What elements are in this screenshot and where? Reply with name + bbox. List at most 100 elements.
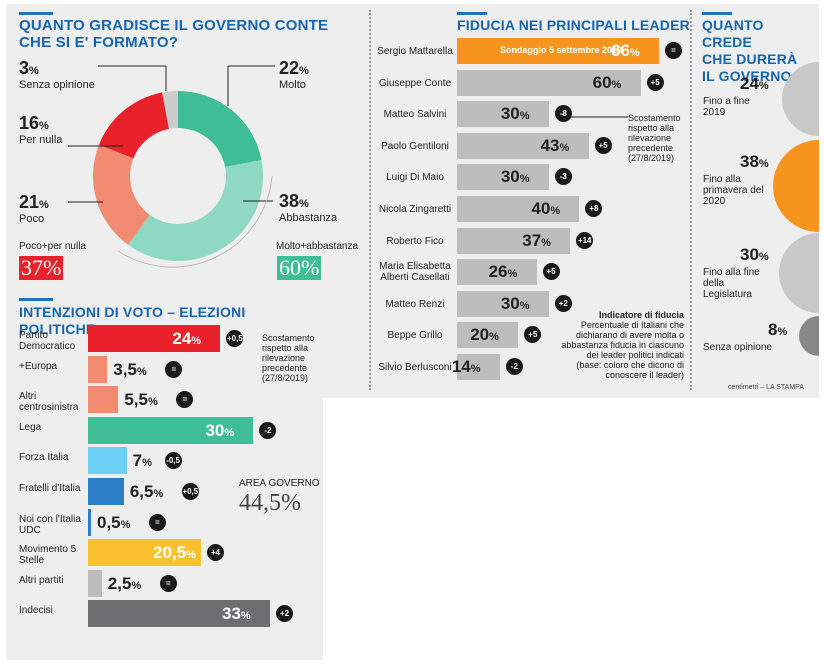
value-percent-sign: % [519, 173, 530, 186]
leader-label-8: Matteo Renzi [385, 298, 445, 310]
approval-poco-pct-sign: % [39, 199, 49, 211]
leader-label-1: Giuseppe Conte [378, 77, 452, 89]
leader-label-10: Silvio Berlusconi [378, 362, 452, 373]
vote-value-1: 3,5% [113, 355, 146, 387]
vote-change-4: -0,5 [164, 452, 182, 470]
value-percent-sign: % [507, 268, 518, 281]
approval-title-line1: QUANTO GRADISCE IL GOVERNO CONTE [19, 17, 329, 34]
leader-value-4: 30% [501, 162, 530, 194]
vote-value-2: 5,5% [124, 385, 157, 417]
duration-label-2: Fino alla fine della Legislatura [703, 267, 760, 300]
vote-bar-1 [88, 355, 108, 383]
leader-value-1: 60% [593, 68, 622, 100]
duration-pct-1: 38% [740, 152, 769, 172]
value-number: 24 [740, 74, 759, 93]
leader-change-2: -8 [554, 105, 572, 123]
leader-change-3: +5 [594, 136, 612, 154]
value-number: 38 [740, 152, 759, 171]
leader-value-10: 14% [452, 352, 481, 384]
value-percent-sign: % [240, 610, 251, 623]
leader-label-3: Paolo Gentiloni [381, 140, 449, 152]
approval-abbastanza-value: 38 [279, 191, 300, 211]
value-number: 7 [132, 451, 143, 471]
vote-value-3: 30% [205, 416, 234, 448]
duration-label-3: Senza opinione [703, 342, 772, 353]
leader-label-4: Luigi Di Maio [386, 172, 444, 184]
approval-neg-label: Poco+per nulla [19, 241, 86, 252]
vote-bar-8 [88, 569, 102, 597]
vote-label-4: Forza Italia [19, 452, 69, 464]
duration-pct-2: 30% [740, 245, 769, 265]
value-number: 0,5 [97, 512, 121, 532]
leader-value-2: 30% [501, 99, 530, 131]
value-percent-sign: % [186, 549, 196, 562]
donut-slice-molto [178, 91, 262, 168]
value-percent-sign: % [470, 363, 481, 375]
value-percent-sign: % [519, 110, 530, 123]
vote-value-7: 20,5% [153, 538, 196, 570]
approval-outer-arc [117, 175, 273, 268]
approval-senza-pct-sign: % [29, 65, 39, 77]
vote-change-3: -2 [259, 421, 277, 439]
leader-bar-2 [457, 101, 549, 128]
duration-title-line3: IL GOVERNO [702, 68, 792, 84]
vote-label-1: +Europa [19, 360, 58, 372]
votes-note: Scostamento rispetto alla rilevazione pr… [262, 333, 315, 383]
vote-value-4: 7% [133, 446, 152, 478]
value-number: 37 [522, 230, 542, 250]
value-number: 14 [451, 357, 471, 376]
vote-change-2: = [176, 391, 194, 409]
approval-abbastanza-pct-sign: % [299, 198, 309, 210]
leader-bar-7 [457, 259, 537, 286]
value-percent-sign: % [777, 326, 788, 338]
survey-label: Sondaggio 5 settembre 2019 [500, 45, 623, 55]
donut-slice-poco [93, 144, 150, 245]
approval-molto-pct: 22% [279, 58, 309, 79]
donut-slice-abbastanza [128, 160, 263, 261]
area-governo-label: AREA GOVERNO [239, 478, 320, 489]
vote-value-6: 0,5% [97, 508, 130, 540]
leader-value-0: 66% [611, 36, 640, 68]
vote-bar-6 [88, 508, 91, 536]
leader-bar-6 [457, 227, 571, 254]
approval-poco-value: 21 [19, 192, 40, 212]
approval-neg-total: 37% [19, 255, 64, 280]
duration-title-line1: QUANTO CREDE [702, 17, 764, 50]
vote-change-7: +4 [207, 544, 225, 562]
leaders-note-connector [570, 116, 628, 118]
approval-molto-label: Molto [279, 79, 306, 91]
accent-line-leaders [457, 12, 487, 15]
vote-value-0: 24% [172, 324, 201, 356]
divider-2 [690, 10, 692, 390]
value-percent-sign: % [758, 80, 769, 92]
leader-change-1: +5 [646, 73, 664, 91]
vote-value-8: 2,5% [108, 569, 141, 601]
vote-label-7: Movimento 5 Stelle [19, 544, 77, 567]
value-number: 24 [172, 329, 192, 348]
duration-pct-3: 8% [768, 320, 787, 340]
approval-pernulla-pct: 16% [19, 113, 49, 134]
leader-label-2: Matteo Salvini [383, 109, 447, 121]
approval-molto-value: 22 [279, 58, 300, 78]
vote-change-5: +0,5 [181, 483, 199, 500]
vote-label-2: Altri centrosinistra [19, 391, 79, 414]
leader-change-5: +8 [585, 200, 603, 217]
value-percent-sign: % [142, 457, 152, 470]
divider-1 [369, 10, 371, 390]
vote-bar-7 [88, 539, 202, 567]
credit: centimetri – LA STAMPA [728, 384, 804, 391]
approval-poco-label: Poco [19, 213, 45, 225]
value-percent-sign: % [120, 518, 131, 531]
leader-label-9: Beppe Grillo [387, 330, 443, 342]
duration-title-line2: CHE DURERÀ [702, 51, 798, 67]
approval-molto-pct-sign: % [299, 65, 309, 77]
vote-bar-9 [88, 600, 270, 628]
vote-change-8: = [159, 574, 177, 592]
leader-value-7: 26% [489, 257, 518, 289]
value-number: 40 [531, 199, 551, 218]
value-number: 6,5 [129, 482, 154, 501]
duration-label-1: Fino alla primavera del 2020 [703, 174, 764, 207]
vote-bar-4 [88, 447, 127, 475]
value-number: 66 [611, 41, 630, 60]
value-number: 26 [488, 262, 508, 282]
